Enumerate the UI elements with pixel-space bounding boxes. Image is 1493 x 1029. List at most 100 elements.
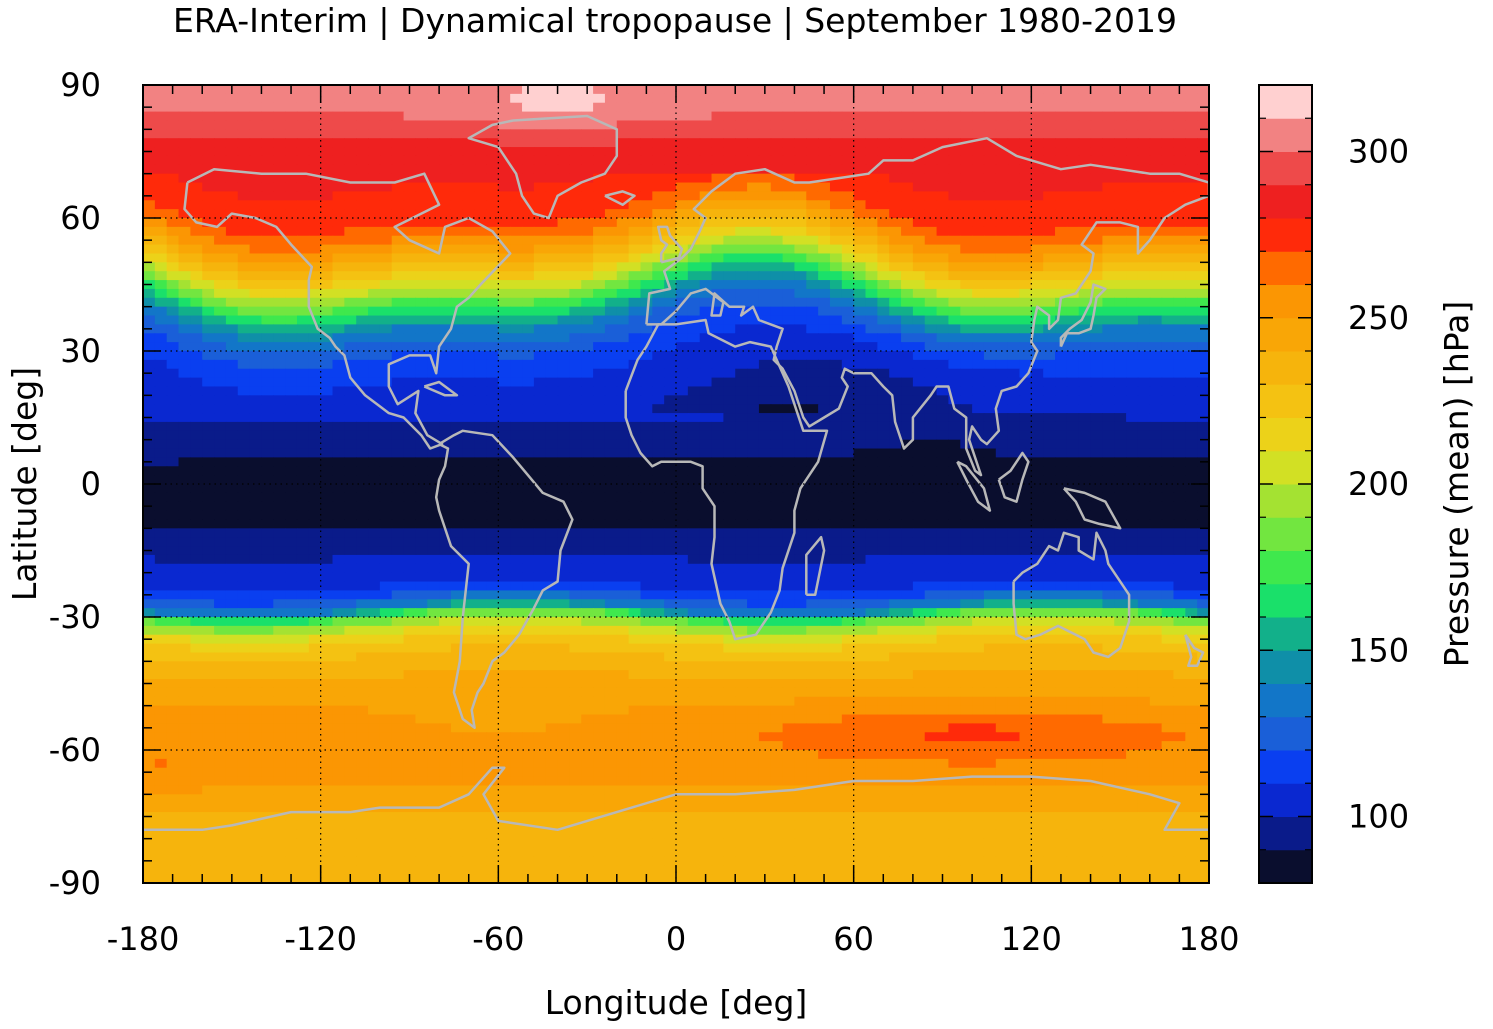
heat-cell	[723, 200, 736, 210]
heat-cell	[818, 244, 831, 255]
heat-cell	[687, 563, 701, 574]
heat-cell	[498, 297, 511, 308]
heat-cell	[1043, 209, 1056, 219]
heat-cell	[912, 138, 926, 148]
heat-cell	[640, 572, 653, 583]
heat-cell	[332, 439, 345, 450]
heat-cell	[699, 271, 713, 281]
heat-cell	[178, 147, 191, 157]
heat-cell	[616, 271, 630, 281]
heat-cell	[391, 262, 405, 272]
heat-cell	[770, 182, 784, 192]
heat-cell	[1055, 430, 1068, 441]
heat-cell	[1161, 218, 1175, 228]
heat-cell	[1055, 421, 1068, 432]
heat-cell	[1197, 430, 1209, 441]
heat-cell	[522, 546, 535, 556]
heat-cell	[735, 262, 748, 272]
heat-cell	[1090, 404, 1103, 414]
heat-cell	[1043, 537, 1056, 547]
heat-cell	[403, 395, 417, 405]
heat-cell	[770, 395, 784, 405]
heat-cell	[533, 395, 547, 405]
heat-cell	[782, 164, 796, 175]
heat-cell	[865, 85, 878, 95]
heat-cell	[1078, 546, 1092, 556]
heat-cell	[1114, 386, 1127, 396]
heat-cell	[237, 519, 251, 529]
heat-cell	[853, 297, 867, 308]
heat-cell	[758, 466, 772, 476]
heat-cell	[735, 315, 748, 325]
heat-cell	[522, 280, 535, 290]
heat-cell	[1102, 235, 1115, 246]
heat-cell	[1078, 102, 1092, 113]
heat-cell	[818, 182, 831, 192]
heat-cell	[427, 182, 440, 192]
heat-cell	[960, 342, 973, 352]
heat-cell	[652, 93, 665, 104]
heat-cell	[569, 315, 582, 325]
heat-cell	[427, 377, 440, 388]
heat-cell	[699, 129, 713, 139]
heat-cell	[747, 306, 760, 317]
heat-cell	[1007, 280, 1021, 290]
heat-cell	[936, 271, 950, 281]
heat-cell	[711, 164, 724, 175]
heat-cell	[308, 155, 322, 166]
heat-cell	[912, 448, 926, 458]
heat-cell	[829, 333, 843, 343]
heat-cell	[356, 262, 369, 272]
heat-cell	[569, 200, 582, 210]
heat-cell	[368, 173, 381, 184]
heat-cell	[865, 111, 878, 122]
heat-cell	[628, 262, 642, 272]
heat-cell	[735, 457, 748, 467]
heat-cell	[474, 102, 488, 113]
heat-cell	[972, 484, 985, 494]
heat-cell	[569, 351, 582, 361]
heat-cell	[427, 546, 440, 556]
heat-cell	[960, 235, 973, 246]
heat-cell	[794, 244, 807, 255]
heat-cell	[474, 253, 488, 263]
heat-cell	[225, 421, 239, 432]
heat-cell	[758, 359, 772, 370]
heat-cell	[510, 288, 523, 299]
heat-cell	[995, 501, 1009, 512]
heat-cell	[403, 501, 417, 512]
heat-cell	[439, 484, 452, 494]
heat-cell	[332, 306, 345, 317]
heat-cell	[912, 288, 926, 299]
heat-cell	[486, 235, 499, 246]
heat-cell	[225, 404, 239, 414]
heat-cell	[498, 519, 511, 529]
heat-cell	[853, 510, 867, 521]
heat-cell	[652, 85, 665, 95]
heat-cell	[995, 147, 1009, 157]
heat-cell	[1043, 333, 1056, 343]
heat-cell	[190, 120, 203, 130]
heat-cell	[936, 439, 950, 450]
heat-cell	[225, 386, 239, 396]
heat-cell	[202, 448, 215, 458]
heat-cell	[498, 226, 511, 237]
heat-cell	[995, 271, 1009, 281]
heat-cell	[628, 457, 642, 467]
heat-cell	[225, 413, 239, 423]
heat-cell	[533, 147, 547, 157]
heat-cell	[1066, 484, 1080, 494]
heat-cell	[1149, 448, 1163, 458]
heat-cell	[474, 413, 488, 423]
heat-cell	[664, 501, 677, 512]
heat-cell	[285, 386, 298, 396]
heat-cell	[486, 102, 499, 113]
heat-cell	[273, 430, 286, 441]
heat-cell	[510, 271, 523, 281]
heat-cell	[936, 235, 950, 246]
heat-cell	[960, 288, 973, 299]
heat-cell	[901, 102, 914, 113]
heat-cell	[640, 218, 653, 228]
heat-cell	[676, 395, 689, 405]
heat-cell	[533, 475, 547, 485]
